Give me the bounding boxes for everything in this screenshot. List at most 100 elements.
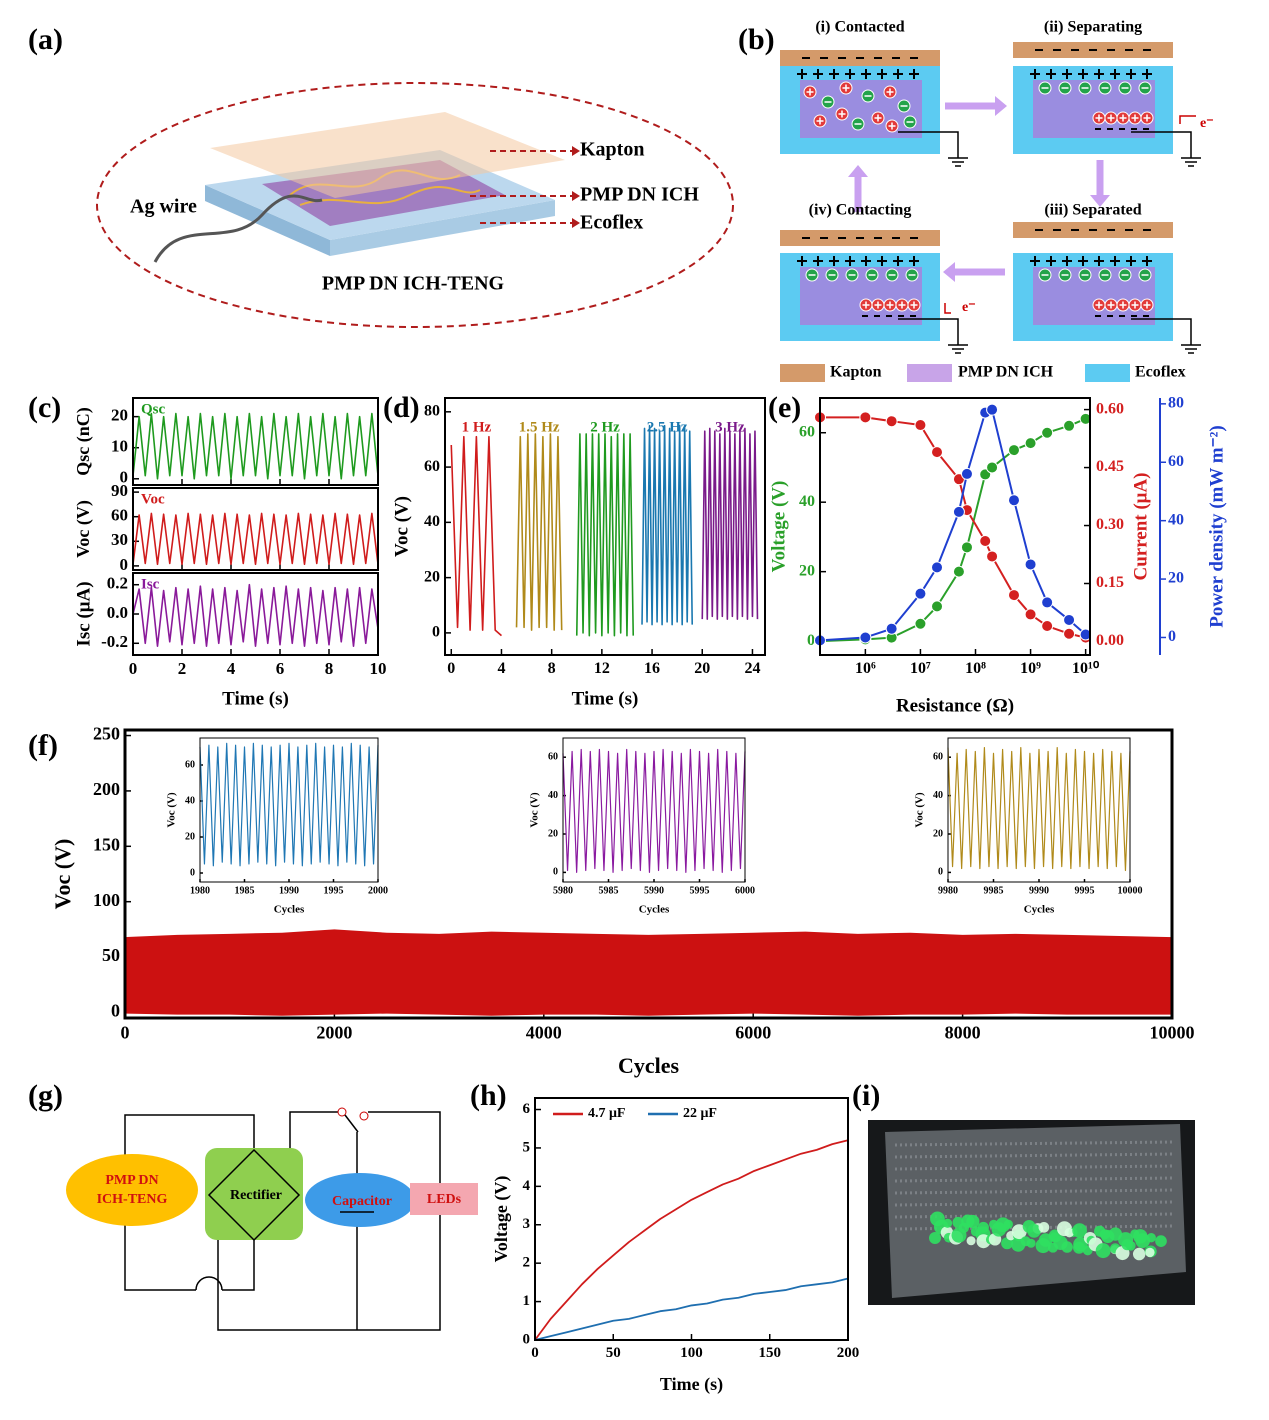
y-tick-label: 3 <box>523 1216 531 1232</box>
wire <box>124 1220 196 1291</box>
series-line <box>641 424 694 626</box>
series-line <box>534 1139 849 1341</box>
data-point <box>952 565 965 578</box>
led <box>966 1236 976 1246</box>
x-tick-label: 0 <box>531 1345 539 1361</box>
x-tick-label: 2000 <box>316 1022 352 1042</box>
hole-row <box>894 1176 1176 1183</box>
x-tick-label: 0 <box>129 659 138 678</box>
led <box>1133 1229 1148 1244</box>
y-tick-label: 2 <box>523 1255 531 1271</box>
series-line <box>132 412 379 480</box>
y3-tick-label: 80 <box>1168 395 1184 412</box>
x-tick-label: 4 <box>227 659 236 678</box>
y2-tick-label: 0.00 <box>1096 632 1124 649</box>
wire-jump <box>195 1276 223 1291</box>
data-point <box>1007 494 1020 507</box>
y-tick-label: 6 <box>523 1101 531 1117</box>
y-tick-label: 200 <box>93 779 120 799</box>
ground-wire <box>1131 131 1192 158</box>
series-label: Voc <box>141 491 165 507</box>
kapton-film <box>210 112 565 198</box>
led <box>1072 1223 1087 1238</box>
led <box>1064 1227 1075 1238</box>
data-point <box>960 541 973 554</box>
data-point <box>1024 437 1037 450</box>
flow-arrow-head <box>848 165 868 177</box>
data-point <box>1063 613 1076 626</box>
x-tick-label: 5985 <box>599 885 619 896</box>
data-point <box>1063 627 1076 640</box>
y-tick-label: 0.2 <box>107 574 128 593</box>
ag-wire <box>153 194 323 263</box>
y-tick-label: 0.0 <box>107 603 128 622</box>
arrow-head <box>572 191 580 201</box>
switch-node <box>359 1111 369 1121</box>
x-tick-label: 12 <box>594 660 610 677</box>
x-tick-label: 9985 <box>984 885 1004 896</box>
y-tick-label: 0 <box>938 867 943 878</box>
y-tick-label: 0 <box>190 867 195 878</box>
led <box>1146 1233 1156 1243</box>
legend-swatch <box>780 364 825 382</box>
y-tick-label: 50 <box>102 945 120 965</box>
series-line <box>562 748 746 873</box>
ground-wire <box>898 131 959 158</box>
legend-label: PMP DN ICH <box>958 364 1054 381</box>
y2-tick-label: 0.60 <box>1096 400 1124 417</box>
y3-tick-label: 20 <box>1168 570 1184 587</box>
legend-swatch <box>907 364 952 382</box>
series-label: 1 Hz <box>462 419 492 435</box>
legend-label: Kapton <box>830 364 882 381</box>
x-axis-label: Time (s) <box>660 1374 723 1395</box>
y-axis-label: Voltage (V) <box>491 1176 512 1263</box>
hole-row <box>894 1140 1176 1147</box>
x-tick-label: 0 <box>121 1022 130 1042</box>
flow-arrow-head <box>943 262 955 282</box>
wire <box>124 1114 255 1165</box>
data-point <box>1007 444 1020 457</box>
series-line <box>947 747 1131 872</box>
series-line <box>450 435 502 637</box>
arrow-head <box>572 218 580 228</box>
x-axis-label: Cycles <box>639 904 670 916</box>
x-tick-label: 10⁷ <box>910 660 931 677</box>
x-axis-label: Cycles <box>274 904 305 916</box>
plot-frame <box>132 397 379 486</box>
x-tick-label: 6000 <box>735 1022 771 1042</box>
x-tick-label: 10 <box>370 659 387 678</box>
led <box>1003 1219 1013 1229</box>
hole-row <box>894 1164 1176 1171</box>
y-tick-label: 60 <box>799 423 815 440</box>
data-point <box>1079 628 1092 641</box>
data-point <box>859 631 872 644</box>
data-point <box>914 587 927 600</box>
panel-label: (f) <box>28 729 58 762</box>
y-tick-label: 40 <box>548 790 558 801</box>
series-line <box>132 583 379 648</box>
x-tick-label: 6000 <box>735 885 755 896</box>
series-label: 2.5 Hz <box>647 419 688 435</box>
panel-label: (e) <box>768 391 801 424</box>
series-line <box>515 433 563 631</box>
x-tick-label: 1980 <box>190 885 210 896</box>
source-label: PMP DN <box>105 1173 158 1188</box>
y-tick-label: 20 <box>424 568 440 585</box>
data-point <box>931 446 944 459</box>
data-point <box>986 550 999 563</box>
data-point <box>1079 412 1092 425</box>
x-axis-label: Resistance (Ω) <box>896 695 1014 716</box>
ecoflex-side <box>330 200 555 256</box>
diagram-layer <box>96 42 1201 1305</box>
x-tick-label: 9990 <box>1029 885 1049 896</box>
source-label: ICH-TENG <box>97 1192 168 1207</box>
led <box>1095 1243 1111 1259</box>
x-tick-label: 8 <box>548 660 556 677</box>
x-tick-label: 8 <box>325 659 334 678</box>
stage-title: (ii) Separating <box>1044 19 1142 36</box>
x-tick-label: 100 <box>680 1345 703 1361</box>
y-axis-label: Voc (V) <box>50 839 75 910</box>
legend-swatch <box>1085 364 1130 382</box>
data-point <box>1041 596 1054 609</box>
x-axis-label: Cycles <box>1024 904 1055 916</box>
